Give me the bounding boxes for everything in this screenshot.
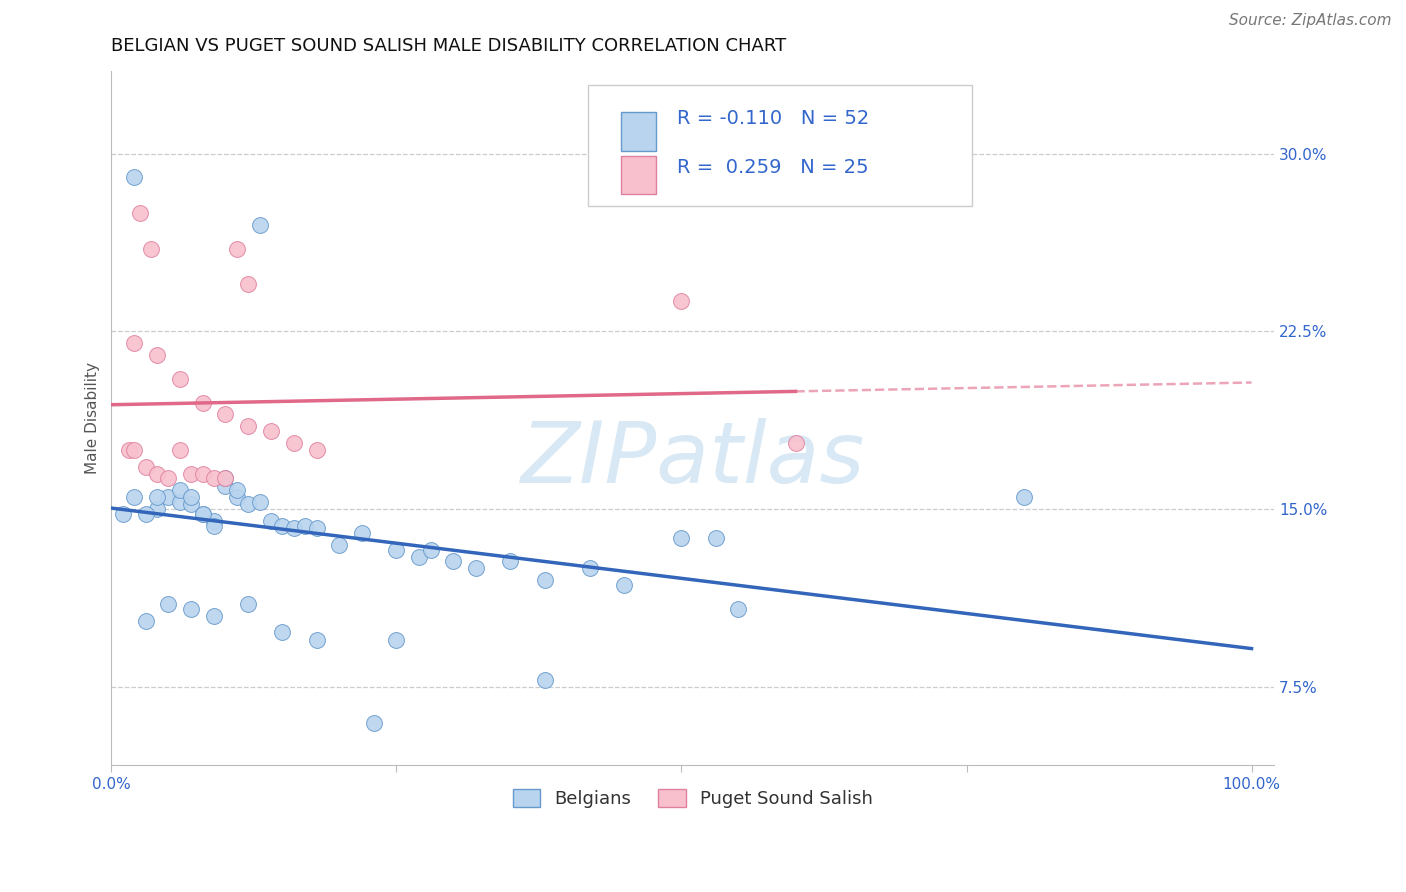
FancyBboxPatch shape	[588, 85, 972, 206]
Point	[146, 348, 169, 362]
Point	[214, 408, 236, 422]
Point	[704, 531, 727, 545]
Text: Source: ZipAtlas.com: Source: ZipAtlas.com	[1229, 13, 1392, 29]
Point	[385, 542, 408, 557]
Point	[271, 518, 294, 533]
Y-axis label: Male Disability: Male Disability	[86, 362, 100, 474]
Point	[180, 467, 202, 481]
Point	[191, 395, 214, 409]
Point	[180, 498, 202, 512]
Point	[191, 467, 214, 481]
Point	[305, 442, 328, 457]
Point	[238, 498, 260, 512]
Point	[225, 242, 247, 256]
Point	[202, 471, 225, 485]
Point	[533, 574, 555, 588]
Point	[146, 491, 169, 505]
Point	[260, 514, 283, 528]
Point	[271, 625, 294, 640]
Point	[225, 491, 247, 505]
Point	[499, 554, 522, 568]
Text: ZIPatlas: ZIPatlas	[520, 418, 865, 501]
Point	[111, 507, 134, 521]
Text: BELGIAN VS PUGET SOUND SALISH MALE DISABILITY CORRELATION CHART: BELGIAN VS PUGET SOUND SALISH MALE DISAB…	[111, 37, 787, 55]
Point	[533, 673, 555, 687]
Point	[202, 514, 225, 528]
Point	[238, 277, 260, 291]
Point	[465, 561, 488, 575]
Point	[249, 495, 271, 509]
Point	[328, 538, 350, 552]
Point	[249, 218, 271, 232]
Point	[141, 242, 163, 256]
Point	[122, 170, 145, 185]
Point	[169, 372, 191, 386]
Point	[202, 518, 225, 533]
Point	[283, 521, 305, 535]
Point	[122, 491, 145, 505]
Point	[727, 601, 749, 615]
Point	[214, 478, 236, 492]
Point	[671, 293, 693, 308]
Point	[225, 483, 247, 498]
Point	[191, 507, 214, 521]
Point	[443, 554, 465, 568]
Point	[1012, 491, 1035, 505]
Point	[613, 578, 636, 592]
Point	[122, 442, 145, 457]
Point	[157, 471, 180, 485]
Point	[135, 614, 157, 628]
Point	[214, 471, 236, 485]
Point	[260, 424, 283, 438]
Point	[579, 561, 602, 575]
FancyBboxPatch shape	[621, 112, 655, 151]
Point	[157, 597, 180, 611]
Point	[238, 419, 260, 434]
Point	[146, 502, 169, 516]
Text: R =  0.259   N = 25: R = 0.259 N = 25	[676, 158, 869, 177]
Point	[169, 483, 191, 498]
Point	[180, 601, 202, 615]
FancyBboxPatch shape	[621, 156, 655, 194]
Point	[122, 336, 145, 351]
Point	[671, 531, 693, 545]
Point	[191, 507, 214, 521]
Text: R = -0.110   N = 52: R = -0.110 N = 52	[676, 109, 869, 128]
Point	[117, 442, 139, 457]
Point	[169, 442, 191, 457]
Point	[385, 632, 408, 647]
Point	[129, 206, 152, 220]
Point	[352, 525, 374, 540]
Point	[305, 632, 328, 647]
Point	[169, 495, 191, 509]
Point	[135, 459, 157, 474]
Point	[785, 435, 807, 450]
Point	[202, 608, 225, 623]
Point	[283, 435, 305, 450]
Point	[363, 715, 385, 730]
Point	[180, 491, 202, 505]
Point	[157, 491, 180, 505]
Point	[305, 521, 328, 535]
Point	[294, 518, 316, 533]
Point	[214, 471, 236, 485]
Point	[408, 549, 430, 564]
Legend: Belgians, Puget Sound Salish: Belgians, Puget Sound Salish	[506, 781, 880, 815]
Point	[419, 542, 441, 557]
Point	[238, 597, 260, 611]
Point	[135, 507, 157, 521]
Point	[146, 467, 169, 481]
